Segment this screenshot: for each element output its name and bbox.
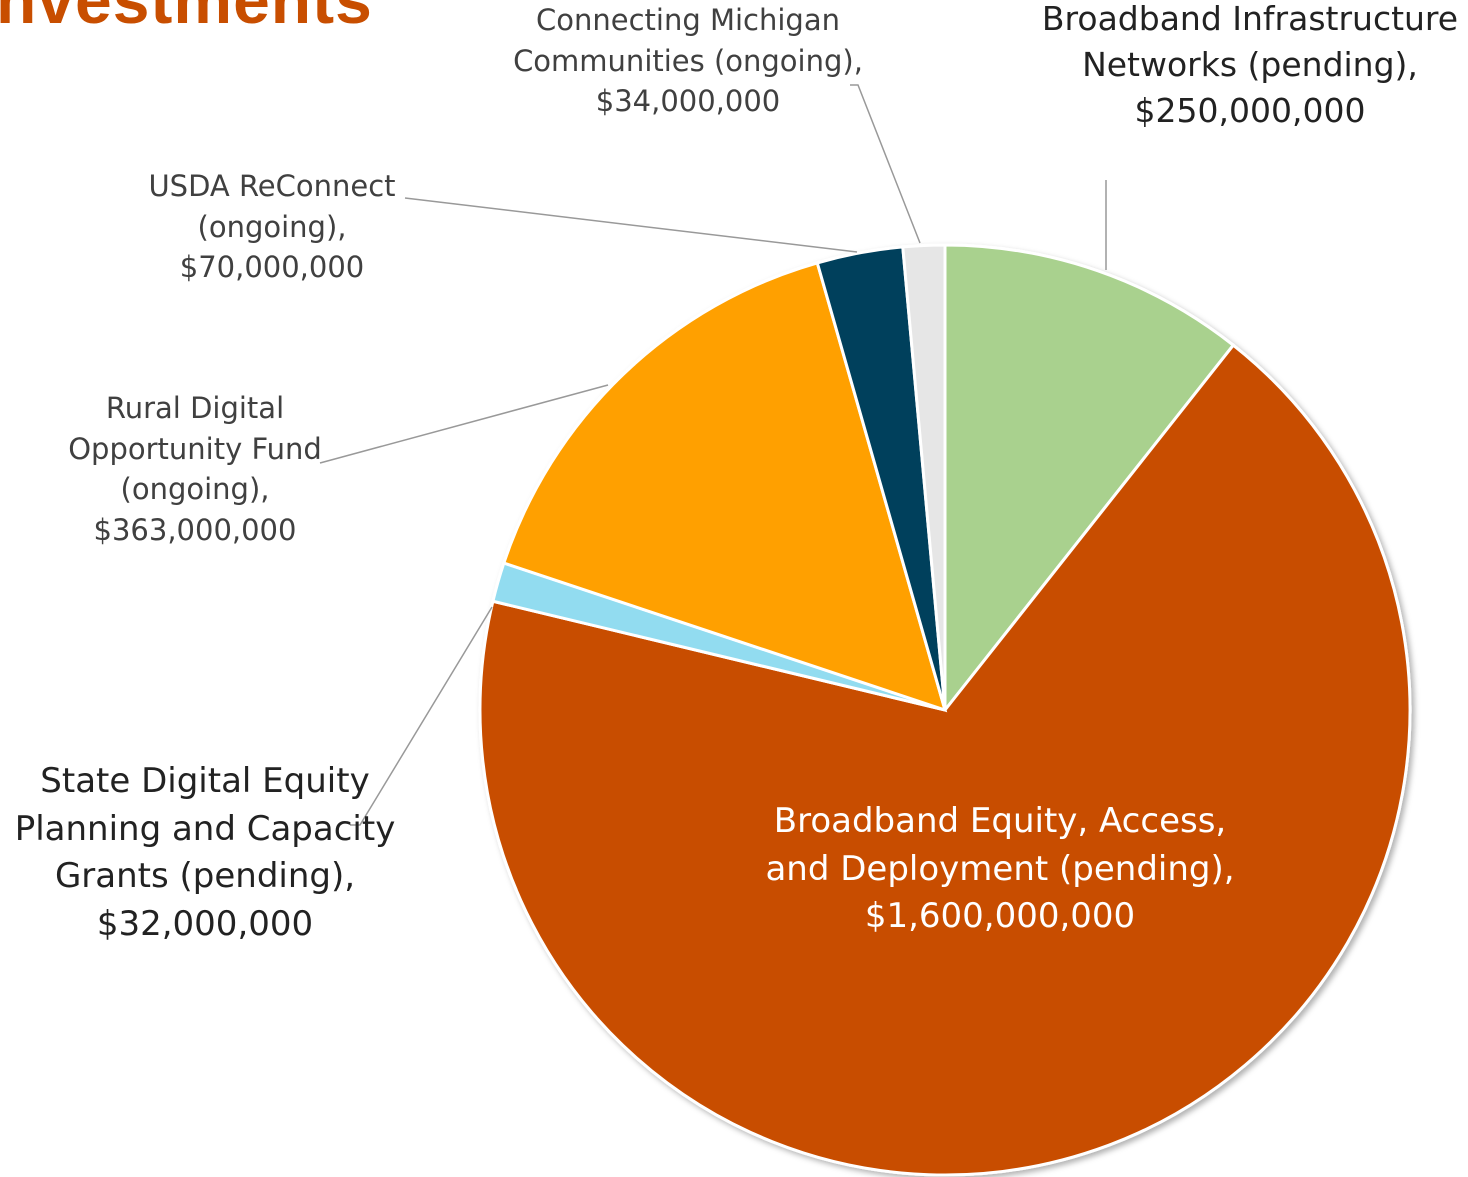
slice: [943, 243, 1236, 715]
leaders: [319, 84, 1107, 826]
slice-value: $1,600,000,000: [864, 896, 1136, 937]
leader-line: [404, 197, 858, 253]
data-label: Broadband Equity, Access, and Deployment…: [760, 798, 1240, 941]
pie: [478, 243, 1412, 1177]
leader-line: [319, 384, 609, 464]
slice: [501, 261, 948, 713]
data-label: Connecting Michigan Communities (ongoing…: [508, 0, 868, 122]
slice-value: $70,000,000: [179, 250, 365, 285]
slice-value: $32,000,000: [96, 903, 314, 944]
slice: [901, 243, 947, 711]
slice-name: Rural Digital Opportunity Fund (ongoing)…: [68, 391, 322, 507]
data-label: State Digital Equity Planning and Capaci…: [5, 758, 405, 948]
data-label: Broadband Infrastructure Networks (pendi…: [1030, 0, 1468, 135]
slice-name: State Digital Equity Planning and Capaci…: [14, 761, 396, 897]
data-label: Rural Digital Opportunity Fund (ongoing)…: [50, 388, 340, 550]
slice-name: Broadband Infrastructure Networks (pendi…: [1041, 0, 1459, 85]
slice-value: $250,000,000: [1134, 91, 1366, 131]
slice-value: $34,000,000: [595, 84, 781, 119]
slice-name: Connecting Michigan Communities (ongoing…: [513, 3, 863, 78]
slice-value: $363,000,000: [93, 512, 297, 547]
leader-line: [350, 606, 493, 826]
slice: [478, 343, 1412, 1177]
chart-title: nvestments: [0, 0, 373, 37]
data-label: USDA ReConnect (ongoing), $70,000,000: [127, 166, 417, 288]
leader-line: [850, 84, 921, 244]
slice-name: USDA ReConnect (ongoing),: [148, 169, 396, 244]
slice-name: Broadband Equity, Access, and Deployment…: [765, 801, 1235, 889]
